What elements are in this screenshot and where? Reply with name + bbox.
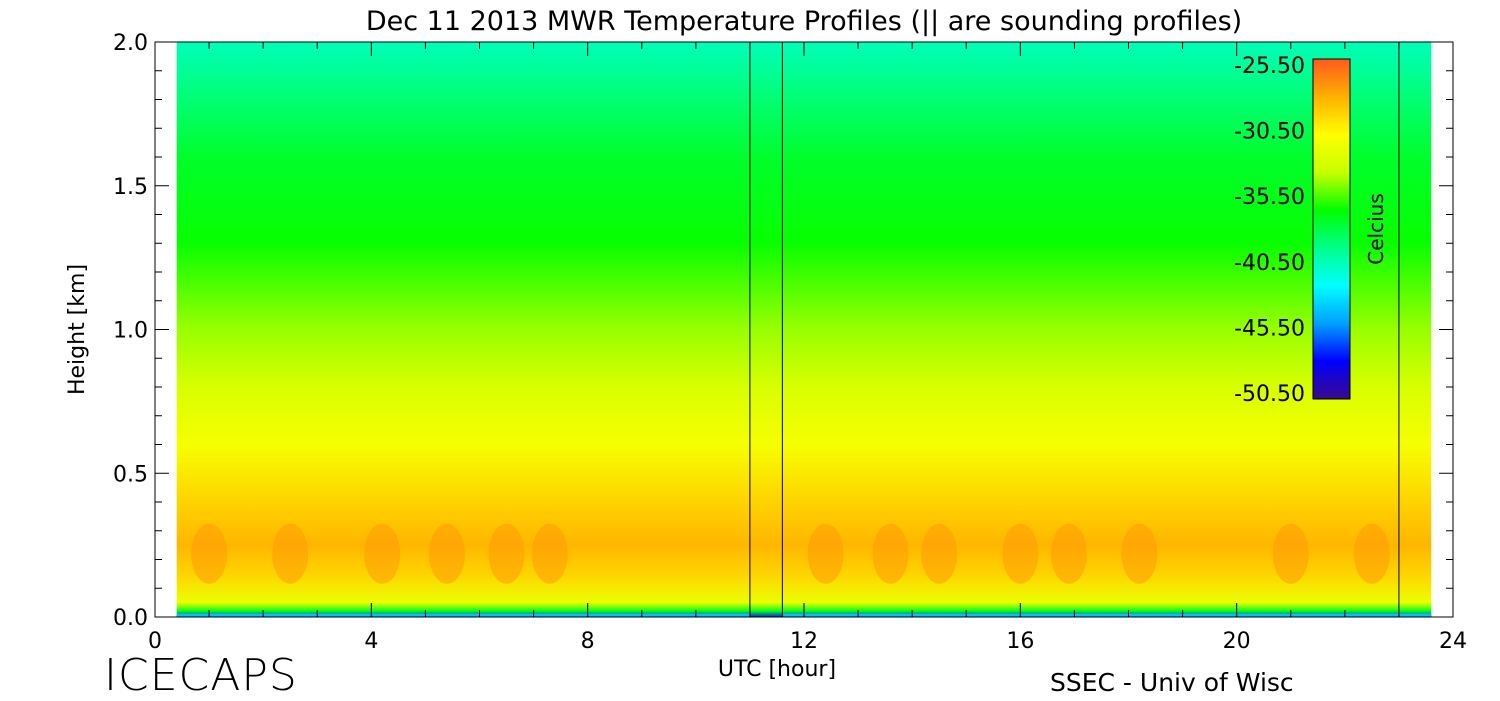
- y-tick-label: 0.5: [113, 462, 148, 487]
- x-tick-label: 8: [581, 629, 595, 654]
- temperature-field: [176, 42, 1432, 617]
- colorbar-label: Celcius: [1364, 193, 1388, 264]
- colorbar-scale: [1312, 58, 1351, 400]
- y-tick-label: 1.0: [113, 319, 148, 344]
- colorbar: -25.50 -30.50 -35.50 -40.50 -45.50 -50.50: [1234, 54, 1351, 407]
- warm-core: [429, 523, 466, 584]
- x-tick-label: 12: [790, 629, 818, 654]
- sounding-gap: [749, 42, 783, 617]
- x-tick-label: 20: [1223, 629, 1251, 654]
- warm-core: [872, 523, 909, 584]
- colorbar-tick-label: -45.50: [1234, 316, 1305, 341]
- colorbar-tick-label: -35.50: [1234, 185, 1305, 210]
- plot-area: [155, 42, 1453, 617]
- colorbar-tick-label: -40.50: [1234, 251, 1305, 276]
- warm-core: [531, 523, 568, 584]
- y-axis-label: Height [km]: [65, 264, 90, 395]
- ssec-credit: SSEC - Univ of Wisc: [1050, 668, 1294, 697]
- x-axis-label: UTC [hour]: [718, 657, 836, 682]
- x-tick-label: 0: [148, 629, 162, 654]
- y-tick-label: 0.0: [113, 606, 148, 631]
- icecaps-logo-text: ICECAPS: [104, 650, 298, 701]
- axes: 0 4 8 12 16 20 24 0.0 0.5 1.0 1.5 2.0: [113, 31, 1467, 654]
- warm-core: [1353, 523, 1390, 584]
- y-tick-label: 2.0: [113, 31, 148, 56]
- warm-core: [1051, 523, 1088, 584]
- warm-core: [272, 523, 309, 584]
- warm-core: [807, 523, 844, 584]
- warm-core: [488, 523, 525, 584]
- y-tick-label: 1.5: [113, 175, 148, 200]
- warm-core: [1002, 523, 1039, 584]
- warm-core: [364, 523, 401, 584]
- warm-core: [1121, 523, 1158, 584]
- x-tick-label: 16: [1006, 629, 1034, 654]
- colorbar-tick-label: -25.50: [1234, 54, 1305, 79]
- warm-core: [191, 523, 228, 584]
- colorbar-tick-label: -30.50: [1234, 120, 1305, 145]
- warm-core: [921, 523, 958, 584]
- chart-title: Dec 11 2013 MWR Temperature Profiles (||…: [366, 6, 1242, 37]
- x-tick-label: 24: [1439, 629, 1467, 654]
- x-tick-label: 4: [364, 629, 378, 654]
- colorbar-tick-label: -50.50: [1234, 382, 1305, 407]
- warm-core: [1272, 523, 1309, 584]
